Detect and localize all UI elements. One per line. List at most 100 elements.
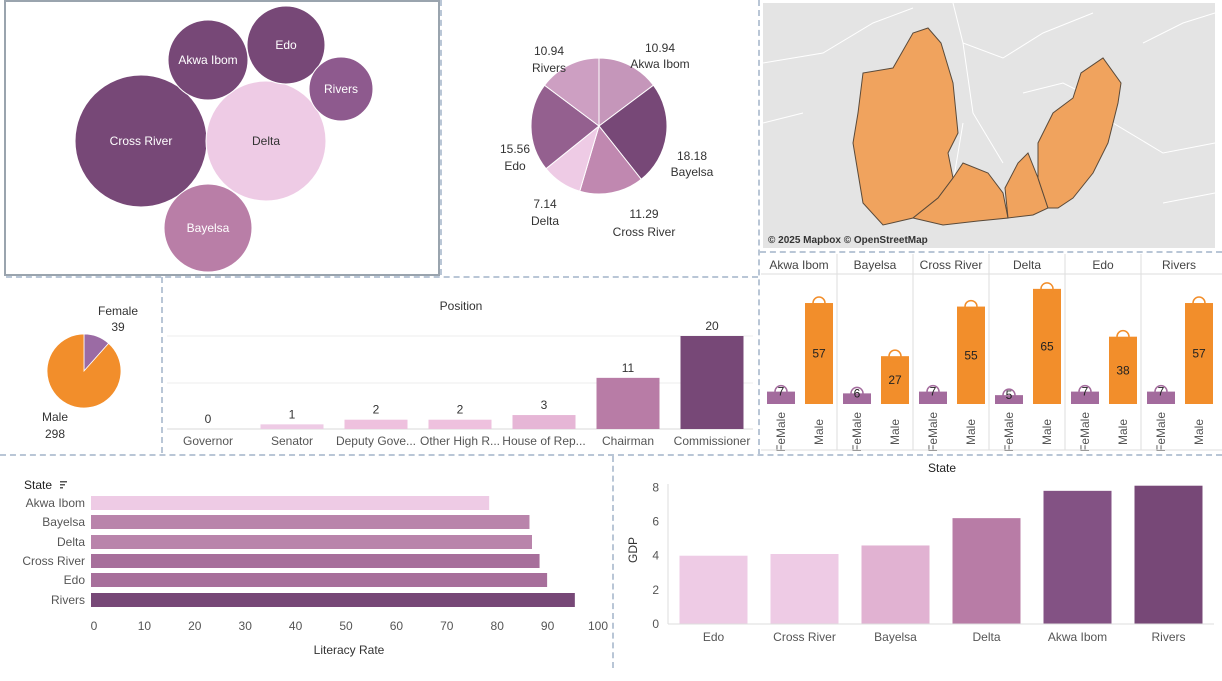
map-highlight-delta[interactable]: [911, 162, 1009, 226]
bubble-label-rivers: Rivers: [324, 82, 358, 96]
position-value-governor: 0: [205, 412, 212, 426]
pie-slice-rivers: [543, 57, 600, 127]
pie-slice-cross-river: [579, 124, 642, 195]
gbs-value-bayelsa-female: 6: [854, 386, 861, 400]
map-attribution: © 2025 Mapbox © OpenStreetMap: [768, 235, 928, 246]
bubble-label-bayelsa: Bayelsa: [187, 221, 230, 235]
gender-by-state-panel: Akwa Ibom 7 FeMale 57 Male Bayelsa 6 FeMale 27 Ma…: [761, 254, 1222, 452]
gdp-category-edo: Edo: [703, 630, 725, 644]
literacy-xtick-40: 40: [289, 619, 303, 633]
gdp-ytick-2: 2: [652, 583, 659, 597]
position-category-chairman: Chairman: [602, 434, 654, 448]
pie-value-rivers: 10.94: [534, 44, 564, 58]
map-graphic: [763, 3, 1215, 226]
pie-value-delta: 7.14: [533, 197, 557, 211]
pie-value-bayelsa: 18.18: [677, 149, 707, 163]
gdp-bar-akwa-ibom: [1043, 490, 1112, 624]
bubble-label-delta: Delta: [252, 134, 280, 148]
pie-value-akwa-ibom: 10.94: [645, 41, 675, 55]
gbs-bar-bayelsa-male: [881, 356, 909, 404]
gender-pie-chart: Female 39 Male 298: [42, 304, 138, 441]
gbs-value-delta-male: 65: [1040, 339, 1054, 353]
bubble-chart: Cross River Delta Akwa Ibom Edo Rivers Bayels…: [74, 5, 374, 273]
gbs-gender-label-bayelsa-female: FeMale: [850, 412, 864, 452]
map-highlight-eastern-states[interactable]: [1037, 57, 1122, 209]
gbs-gender-label-cross-river-male: Male: [964, 419, 978, 445]
gbs-gender-label-akwa-ibom-female: FeMale: [774, 412, 788, 452]
gbs-gender-label-edo-female: FeMale: [1078, 412, 1092, 452]
position-bar-chairman: [596, 377, 660, 429]
gbs-bar-rivers-male: [1185, 303, 1213, 404]
literacy-xtick-60: 60: [390, 619, 404, 633]
position-bar-chart: Position 0 Governor 1 Senator 2 Deputy Gove...…: [167, 299, 753, 448]
gdp-ylabel: GDP: [626, 537, 640, 563]
gdp-category-cross-river: Cross River: [773, 630, 836, 644]
literacy-xtick-90: 90: [541, 619, 555, 633]
gdp-ytick-4: 4: [652, 549, 659, 563]
gbs-gender-label-delta-female: FeMale: [1002, 412, 1016, 452]
literacy-bar-bayelsa: [91, 515, 530, 529]
pie-label-rivers: Rivers: [532, 61, 566, 75]
gbs-value-bayelsa-male: 27: [888, 373, 902, 387]
position-value-chairman: 11: [622, 361, 635, 375]
gbs-state-header-rivers: Rivers: [1162, 258, 1196, 272]
position-value-senator: 1: [289, 407, 296, 421]
gdp-ytick-6: 6: [652, 515, 659, 529]
bubble-edo: [246, 5, 326, 85]
map-highlight-bayelsa[interactable]: [1004, 152, 1049, 219]
gbs-marker-rivers-male: [1192, 296, 1206, 310]
gender-label-female: Female: [98, 304, 138, 318]
bubble-rivers: [308, 56, 374, 122]
gbs-marker-edo-female: [1078, 384, 1092, 399]
gdp-bar-rivers: [1134, 485, 1203, 624]
pie-label-edo: Edo: [504, 159, 526, 173]
gbs-bar-edo-male: [1109, 336, 1137, 404]
gbs-value-akwa-ibom-female: 7: [778, 385, 785, 399]
pie-label-bayelsa: Bayelsa: [671, 165, 714, 179]
gdp-bar-cross-river: [770, 554, 839, 624]
position-category-deputy-gove: Deputy Gove...: [336, 434, 416, 448]
gdp-category-rivers: Rivers: [1151, 630, 1185, 644]
gbs-gender-label-edo-male: Male: [1116, 419, 1130, 445]
gbs-state-header-edo: Edo: [1092, 258, 1114, 272]
gdp-bar-delta: [952, 518, 1021, 624]
pie-value-edo: 15.56: [500, 142, 530, 156]
literacy-category-cross-river: Cross River: [22, 554, 85, 568]
sort-icon-line: [60, 487, 63, 489]
gbs-marker-akwa-ibom-male: [812, 296, 826, 310]
gbs-marker-cross-river-female: [926, 384, 940, 399]
literacy-category-akwa-ibom: Akwa Ibom: [26, 496, 85, 510]
position-bar-commissioner: [680, 336, 744, 429]
bubble-delta: [205, 80, 327, 202]
gbs-bar-delta-female: [995, 395, 1023, 404]
bubble-bayelsa: [163, 183, 253, 273]
literacy-xlabel: Literacy Rate: [314, 643, 385, 657]
gender-value-female: 39: [111, 320, 125, 334]
bubble-akwa-ibom: [167, 19, 249, 101]
literacy-chart-panel: State Akwa Ibom Bayelsa Delta Cross River Edo…: [0, 458, 610, 668]
literacy-category-bayelsa: Bayelsa: [42, 515, 85, 529]
gender-pie-panel: Female 39 Male 298: [0, 279, 160, 452]
position-value-deputy-gove: 2: [373, 403, 380, 417]
state-map[interactable]: © 2025 Mapbox © OpenStreetMap: [763, 3, 1215, 248]
pie-value-cross-river: 11.29: [629, 207, 658, 221]
position-value-house-of-rep: 3: [541, 398, 548, 412]
literacy-xtick-50: 50: [339, 619, 353, 633]
literacy-xtick-20: 20: [188, 619, 202, 633]
gbs-state-header-bayelsa: Bayelsa: [854, 258, 897, 272]
position-bar-house-of-rep: [512, 415, 576, 429]
state-share-pie-chart: 10.94 Akwa Ibom 18.18 Bayelsa 11.29 Cross Riv…: [500, 41, 714, 239]
gdp-bar-bayelsa: [861, 545, 930, 624]
position-category-senator: Senator: [271, 434, 313, 448]
position-chart-panel: Position 0 Governor 1 Senator 2 Deputy Gove...…: [163, 279, 757, 452]
gbs-bar-cross-river-male: [957, 306, 985, 404]
gbs-marker-delta-male: [1040, 282, 1054, 296]
gbs-value-cross-river-male: 55: [964, 348, 978, 362]
gbs-value-rivers-male: 57: [1192, 347, 1206, 361]
gbs-value-akwa-ibom-male: 57: [812, 347, 826, 361]
bubble-label-cross-river: Cross River: [110, 134, 173, 148]
pie-slice-edo: [530, 84, 600, 170]
gdp-bar-chart: State 0 2 4 6 8 GDP Edo Cross River Bayelsa Delta A…: [626, 461, 1214, 644]
gdp-category-akwa-ibom: Akwa Ibom: [1048, 630, 1107, 644]
position-bar-deputy-gove: [344, 419, 408, 429]
